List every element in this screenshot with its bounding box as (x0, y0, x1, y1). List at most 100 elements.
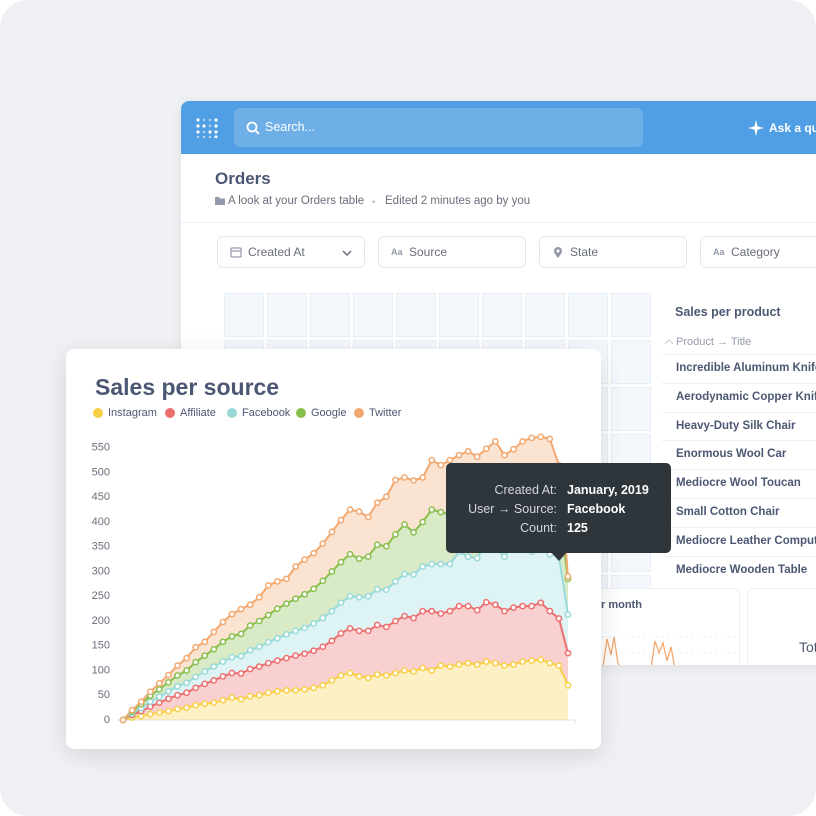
data-point (519, 437, 526, 445)
card-title: Tot (799, 639, 816, 655)
data-point (446, 663, 454, 670)
table-cell: Mediocre Wooden Table (676, 563, 808, 576)
data-point (192, 684, 200, 692)
data-point (473, 606, 481, 614)
data-point (219, 658, 227, 665)
table-cell: Mediocre Wool Toucan (676, 477, 801, 490)
search-placeholder: Search... (265, 120, 316, 134)
data-point (292, 595, 299, 603)
grid-cell (267, 293, 307, 337)
lines (119, 433, 572, 724)
data-point (482, 598, 490, 606)
legend-swatch (354, 408, 364, 418)
tooltip-label: Created At: (494, 483, 557, 497)
table-card: Sales per product Product → Title Incred… (659, 293, 816, 583)
data-point (373, 671, 381, 678)
data-point (364, 553, 372, 560)
table-cell: Enormous Wool Car (676, 448, 787, 461)
filter-button[interactable]: Aa Category (700, 236, 816, 268)
y-tick-label: 550 (92, 442, 110, 454)
data-point (174, 691, 181, 699)
data-point (328, 607, 336, 615)
filter-button[interactable]: Aa Source (378, 236, 526, 268)
table-cell: Incredible Aluminum Knife (676, 362, 816, 374)
data-point (201, 652, 209, 659)
data-point (364, 627, 372, 635)
data-point (419, 664, 427, 672)
data-point (373, 541, 381, 549)
data-point (437, 508, 445, 516)
grid-cell (310, 293, 350, 337)
data-point (537, 599, 545, 607)
data-point (528, 657, 536, 664)
ask-button[interactable]: Ask a que (769, 121, 816, 135)
data-point (373, 499, 381, 507)
filter-button[interactable]: Created At (217, 236, 365, 268)
data-point (283, 600, 290, 608)
data-point (392, 578, 399, 585)
data-point (510, 445, 517, 453)
data-point (201, 638, 209, 646)
data-point (228, 632, 236, 640)
grid-cell (439, 293, 479, 337)
search-box[interactable]: Search... (234, 108, 643, 147)
data-point (546, 435, 554, 443)
data-point (255, 643, 263, 651)
row-line (662, 526, 816, 528)
data-point (383, 542, 390, 550)
logo[interactable] (196, 118, 218, 138)
data-point (192, 673, 200, 681)
y-tick-label: 300 (92, 565, 110, 577)
data-point (155, 693, 163, 701)
data-point (482, 445, 490, 453)
data-point (346, 506, 354, 513)
data-point (392, 476, 399, 484)
data-point (283, 654, 290, 662)
data-point (210, 645, 218, 653)
data-point (328, 637, 336, 645)
data-point (519, 658, 526, 665)
data-point (437, 461, 445, 469)
data-point (546, 607, 554, 615)
data-point (455, 602, 463, 610)
data-point (165, 707, 172, 715)
row-line (662, 382, 816, 384)
data-point (274, 578, 281, 585)
data-point (246, 692, 254, 700)
data-point (219, 638, 227, 646)
data-point (564, 573, 572, 580)
data-point (510, 661, 517, 668)
y-tick-label: 50 (98, 689, 110, 701)
data-point (410, 571, 417, 578)
data-point (410, 477, 417, 484)
legend-swatch (227, 408, 237, 418)
data-point (165, 671, 172, 679)
data-point (274, 605, 281, 612)
data-point (537, 656, 545, 663)
description: A look at your Orders table (228, 195, 365, 207)
y-tick-label: 450 (92, 491, 110, 503)
data-point (228, 669, 236, 677)
data-point (401, 474, 408, 481)
data-point (328, 677, 336, 684)
sparkle-icon (748, 120, 764, 136)
data-point (310, 684, 318, 692)
data-point (392, 617, 399, 625)
data-point (301, 624, 308, 632)
data-point (210, 663, 218, 670)
data-point (473, 661, 481, 668)
column-header[interactable]: Product → Title (676, 336, 752, 348)
data-point (237, 630, 245, 638)
legend-swatch (296, 408, 306, 418)
total-card: Tot (747, 588, 816, 665)
data-point (355, 673, 363, 680)
type-icon: Aa (391, 247, 403, 257)
data-point (237, 652, 245, 660)
data-point (274, 687, 281, 695)
data-point (383, 493, 390, 501)
data-point (201, 680, 209, 688)
grid-cell (525, 293, 565, 337)
data-point (355, 627, 363, 635)
filter-button[interactable]: State (539, 236, 687, 268)
